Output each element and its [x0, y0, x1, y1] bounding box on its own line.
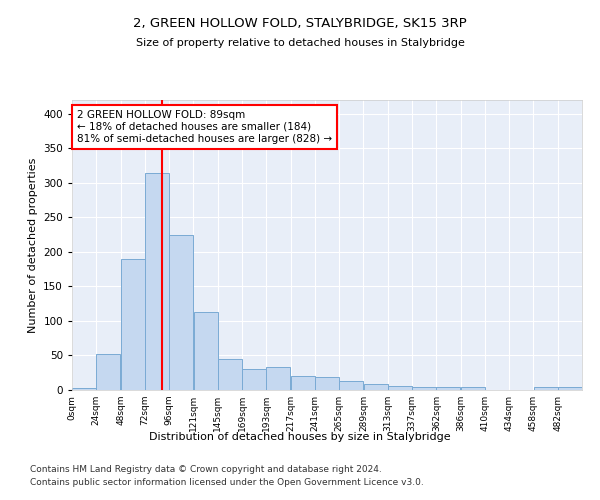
Bar	[218, 359, 242, 390]
Bar	[72, 388, 96, 390]
Bar	[194, 312, 218, 390]
Text: 2, GREEN HOLLOW FOLD, STALYBRIDGE, SK15 3RP: 2, GREEN HOLLOW FOLD, STALYBRIDGE, SK15 …	[133, 18, 467, 30]
Text: Size of property relative to detached houses in Stalybridge: Size of property relative to detached ho…	[136, 38, 464, 48]
Bar	[436, 386, 460, 390]
Bar	[412, 386, 436, 390]
Bar	[121, 259, 145, 390]
Text: Contains HM Land Registry data © Crown copyright and database right 2024.: Contains HM Land Registry data © Crown c…	[30, 466, 382, 474]
Bar	[169, 234, 193, 390]
Bar	[291, 376, 315, 390]
Bar	[97, 354, 121, 390]
Bar	[461, 387, 485, 390]
Y-axis label: Number of detached properties: Number of detached properties	[28, 158, 38, 332]
Bar	[364, 384, 388, 390]
Bar	[388, 386, 412, 390]
Text: 2 GREEN HOLLOW FOLD: 89sqm
← 18% of detached houses are smaller (184)
81% of sem: 2 GREEN HOLLOW FOLD: 89sqm ← 18% of deta…	[77, 110, 332, 144]
Bar	[145, 172, 169, 390]
Text: Contains public sector information licensed under the Open Government Licence v3: Contains public sector information licen…	[30, 478, 424, 487]
Text: Distribution of detached houses by size in Stalybridge: Distribution of detached houses by size …	[149, 432, 451, 442]
Bar	[266, 367, 290, 390]
Bar	[533, 387, 557, 390]
Bar	[558, 386, 582, 390]
Bar	[315, 377, 339, 390]
Bar	[242, 368, 266, 390]
Bar	[339, 381, 363, 390]
